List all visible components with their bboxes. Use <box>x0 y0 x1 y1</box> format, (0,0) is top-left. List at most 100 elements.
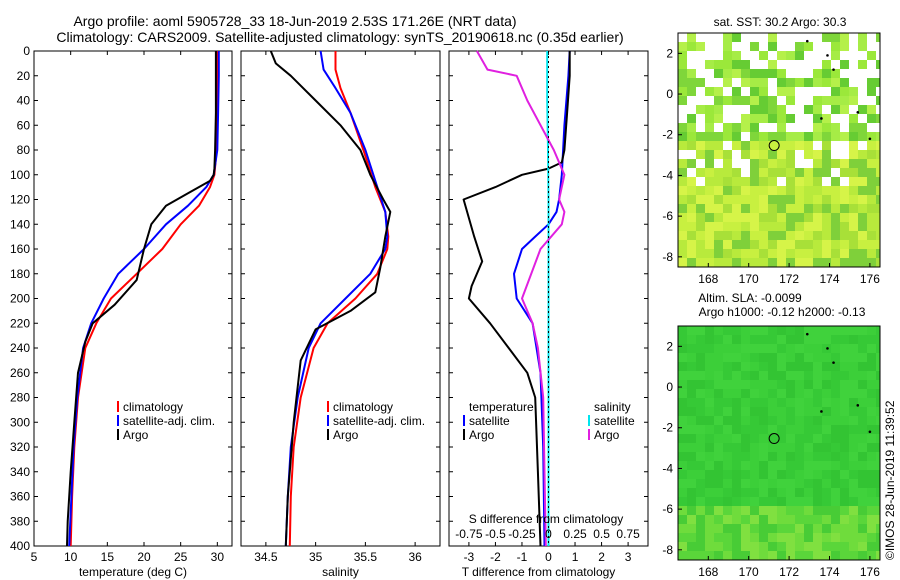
map-cell <box>750 362 760 372</box>
map-cell <box>732 506 742 516</box>
map-cell <box>831 443 841 453</box>
map-cell <box>714 407 724 417</box>
map-cell <box>705 240 715 250</box>
map-cell <box>858 159 868 169</box>
map-cell <box>714 380 724 390</box>
map-cell <box>714 123 724 133</box>
map-cell <box>786 443 796 453</box>
legend-label: salinity <box>594 400 631 414</box>
map-cell <box>876 335 880 345</box>
map-cell <box>813 132 823 142</box>
map-cell <box>795 51 805 61</box>
map-cell <box>723 141 733 151</box>
map-cell <box>732 398 742 408</box>
map-cell <box>777 222 787 232</box>
map-cell <box>714 398 724 408</box>
map-cell <box>723 258 733 267</box>
map-cell <box>786 132 796 142</box>
map-cell <box>840 344 850 354</box>
map-cell <box>723 371 733 381</box>
series-argo <box>269 50 392 547</box>
map-cell <box>867 123 877 133</box>
map-cell <box>867 51 877 61</box>
sst_map-cells <box>678 33 880 267</box>
island <box>820 117 823 120</box>
map-cell <box>759 425 769 435</box>
map-cell <box>750 186 760 196</box>
map-cell <box>759 506 769 516</box>
map-cell <box>822 105 832 115</box>
map-cell <box>858 240 868 250</box>
map-cell <box>849 542 859 552</box>
map-cell <box>795 132 805 142</box>
map-cell <box>714 416 724 426</box>
map-cell <box>705 87 715 97</box>
map-cell <box>741 416 751 426</box>
map-cell <box>867 425 877 435</box>
map-cell <box>876 60 880 70</box>
map-cell <box>687 33 697 43</box>
map-cell <box>867 132 877 142</box>
map-cell <box>687 69 697 79</box>
map-cell <box>840 461 850 471</box>
map-cell <box>768 416 778 426</box>
map-cell <box>741 123 751 133</box>
map-cell <box>768 524 778 534</box>
map-cell <box>786 542 796 552</box>
map-cell <box>777 78 787 88</box>
map-cell <box>678 87 688 97</box>
map-cell <box>867 258 877 267</box>
map-cell <box>804 150 814 160</box>
map-cell <box>849 159 859 169</box>
map-cell <box>768 213 778 223</box>
y-tick-label: 100 <box>10 168 30 182</box>
map-cell <box>813 249 823 259</box>
map-cell <box>777 132 787 142</box>
map-cell <box>849 195 859 205</box>
map-cell <box>759 60 769 70</box>
map-cell <box>696 389 706 399</box>
salinity-axes-box <box>240 50 441 547</box>
map-cell <box>804 141 814 151</box>
x-tick-label: 176 <box>860 272 880 286</box>
map-cell <box>876 461 880 471</box>
map-cell <box>759 497 769 507</box>
map-cell <box>822 470 832 480</box>
map-cell <box>831 150 841 160</box>
map-cell <box>741 452 751 462</box>
map-cell <box>759 78 769 88</box>
map-cell <box>768 42 778 52</box>
map-cell <box>714 195 724 205</box>
map-cell <box>813 213 823 223</box>
map-cell <box>822 186 832 196</box>
map-cell <box>813 452 823 462</box>
map-cell <box>804 33 814 43</box>
map-cell <box>840 398 850 408</box>
map-cell <box>687 407 697 417</box>
map-cell <box>777 177 787 187</box>
map-cell <box>777 33 787 43</box>
map-cell <box>867 380 877 390</box>
map-cell <box>786 96 796 106</box>
map-cell <box>741 407 751 417</box>
map-cell <box>795 551 805 560</box>
map-cell <box>714 231 724 241</box>
x-tick-label: 25 <box>174 550 188 564</box>
x-tick-label: 5 <box>31 550 38 564</box>
map-cell <box>777 258 787 267</box>
map-cell <box>732 443 742 453</box>
map-cell <box>723 515 733 525</box>
map-cell <box>840 434 850 444</box>
map-cell <box>849 326 859 336</box>
argo-position-marker <box>768 433 780 445</box>
map-cell <box>678 258 688 267</box>
map-cell <box>831 380 841 390</box>
map-cell <box>858 542 868 552</box>
map-cell <box>795 195 805 205</box>
map-cell <box>732 362 742 372</box>
map-cell <box>687 150 697 160</box>
map-cell <box>678 186 688 196</box>
map-cell <box>750 150 760 160</box>
map-cell <box>822 506 832 516</box>
